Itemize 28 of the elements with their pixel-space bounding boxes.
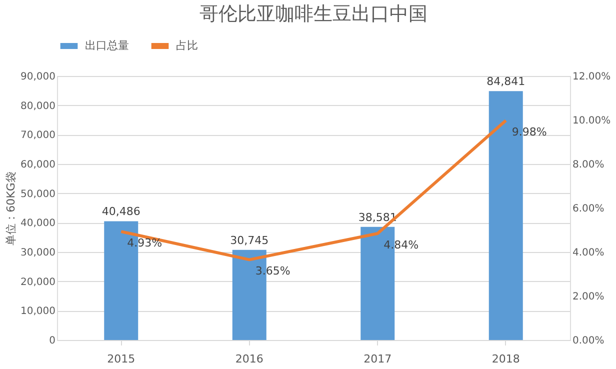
y2-tick-label: 4.00% bbox=[572, 248, 604, 258]
y2-tick-label: 8.00% bbox=[572, 160, 604, 170]
y-tick-label: 80,000 bbox=[20, 100, 56, 112]
x-tick-label: 2018 bbox=[492, 352, 520, 366]
x-tick-label: 2016 bbox=[235, 352, 264, 366]
data-label: 84,841 bbox=[486, 75, 526, 88]
data-label: 30,745 bbox=[230, 234, 269, 247]
y2-tick-label: 2.00% bbox=[572, 292, 604, 302]
y-tick-label: 90,000 bbox=[20, 72, 56, 82]
y2-tick-label: 12.00% bbox=[572, 72, 611, 82]
y-tick-label: 20,000 bbox=[20, 276, 56, 288]
y-tick-label: 30,000 bbox=[20, 248, 56, 258]
legend-label: 占比 bbox=[176, 39, 198, 52]
x-tick-label: 2015 bbox=[107, 352, 136, 366]
y-tick-label: 70,000 bbox=[20, 130, 56, 142]
chart-title: 哥伦比亚咖啡生豆出口中国 bbox=[200, 3, 428, 25]
y-tick-label: 50,000 bbox=[20, 188, 56, 200]
y-tick-label: 10,000 bbox=[20, 306, 56, 318]
y-axis-title: 单位：60KG袋 bbox=[4, 172, 18, 246]
y2-tick-label: 10.00% bbox=[572, 116, 611, 126]
data-label: 40,486 bbox=[102, 205, 140, 218]
y-tick-label: 60,000 bbox=[20, 160, 56, 170]
y2-tick-label: 6.00% bbox=[572, 204, 604, 214]
y-tick-label: 0 bbox=[49, 336, 56, 346]
y-tick-label: 40,000 bbox=[20, 218, 56, 230]
x-tick-label: 2017 bbox=[364, 352, 392, 366]
legend-label: 出口总量 bbox=[85, 39, 129, 52]
y2-tick-label: 0.00% bbox=[572, 336, 604, 346]
